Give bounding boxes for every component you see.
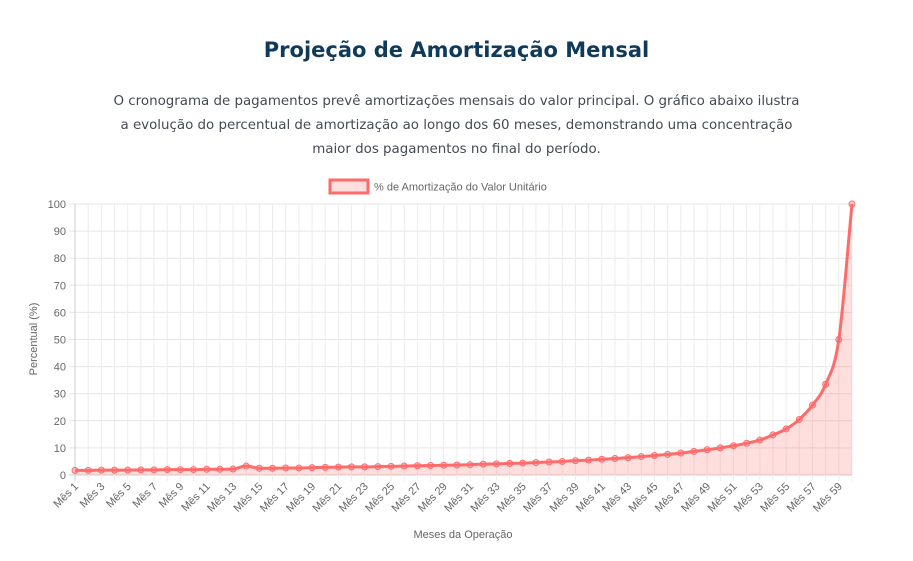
page-title: Projeção de Amortização Mensal [263,38,650,62]
data-point[interactable] [822,380,830,388]
data-point[interactable] [282,464,290,472]
y-tick-label: 50 [54,335,66,347]
data-point[interactable] [756,436,764,444]
x-tick-label: Mês 5 [104,481,134,511]
data-point[interactable] [598,455,606,463]
data-point[interactable] [295,464,303,472]
chart-points [71,200,856,474]
data-point[interactable] [479,460,487,468]
x-tick-label: Mês 1 [51,481,81,511]
y-tick-label: 100 [48,199,66,211]
data-point[interactable] [374,463,382,471]
data-point[interactable] [176,466,184,474]
legend-swatch[interactable] [328,178,370,195]
y-tick-label: 30 [54,389,66,401]
data-point[interactable] [466,461,474,469]
y-tick-label: 90 [54,226,66,238]
y-tick-label: 80 [54,253,66,265]
data-point[interactable] [835,336,843,343]
data-point[interactable] [545,458,553,466]
data-point[interactable] [137,466,145,474]
data-point[interactable] [321,463,329,471]
data-point[interactable] [84,466,92,474]
chart-grid [69,203,853,481]
data-point[interactable] [571,457,579,465]
data-point[interactable] [703,446,711,454]
y-tick-label: 40 [54,362,66,374]
data-point[interactable] [203,465,211,473]
data-point[interactable] [637,453,645,461]
data-point[interactable] [611,454,619,462]
data-point[interactable] [308,464,316,472]
y-axis-title: Percentual (%) [28,303,40,376]
data-point[interactable] [71,466,79,474]
data-point[interactable] [848,200,856,208]
data-point[interactable] [348,463,356,471]
data-point[interactable] [361,463,369,471]
x-axis-title: Meses da Operação [413,529,512,541]
data-point[interactable] [440,461,448,469]
data-point[interactable] [650,451,658,459]
legend-label: % de Amortização do Valor Unitário [374,182,547,194]
data-point[interactable] [216,465,224,473]
series-area [75,204,852,475]
x-tick-label: Mês 59 [811,481,845,515]
data-point[interactable] [558,457,566,465]
y-tick-label: 0 [60,470,66,482]
data-point[interactable] [242,462,250,470]
x-tick-label: Mês 7 [130,481,160,511]
data-point[interactable] [124,466,132,474]
data-point[interactable] [269,464,277,472]
data-point[interactable] [400,462,408,470]
y-tick-label: 60 [54,307,66,319]
x-tick-label: Mês 3 [78,481,108,511]
data-point[interactable] [150,466,158,474]
data-point[interactable] [729,442,737,450]
data-point[interactable] [334,463,342,471]
data-point[interactable] [111,466,119,474]
data-point[interactable] [97,466,105,474]
y-tick-label: 10 [54,443,66,455]
data-point[interactable] [664,450,672,458]
data-point[interactable] [519,459,527,467]
data-point[interactable] [690,447,698,455]
chart-line-layer [74,203,854,472]
data-point[interactable] [677,449,685,457]
data-point[interactable] [782,425,790,433]
data-point[interactable] [255,464,263,472]
chart-legend[interactable]: % de Amortização do Valor Unitário [328,178,547,195]
data-point[interactable] [769,431,777,439]
page-description: O cronograma de pagamentos prevê amortiz… [113,94,800,157]
y-tick-label: 70 [54,280,66,292]
data-point[interactable] [492,460,500,468]
data-point[interactable] [716,444,724,452]
chart-area-layer [75,204,852,475]
data-point[interactable] [427,462,435,470]
y-axis-ticks: 0 10 20 30 40 50 60 70 80 90 100 [48,199,66,482]
data-point[interactable] [190,466,198,474]
data-point[interactable] [795,415,803,423]
data-point[interactable] [506,459,514,467]
series-line [74,203,854,472]
data-point[interactable] [387,462,395,470]
data-point[interactable] [413,462,421,470]
data-point[interactable] [743,439,751,447]
data-point[interactable] [532,459,540,467]
y-tick-label: 20 [54,416,66,428]
data-point[interactable] [624,454,632,462]
data-point[interactable] [163,466,171,474]
data-point[interactable] [229,465,237,473]
data-point[interactable] [808,401,816,409]
data-point[interactable] [585,456,593,464]
data-point[interactable] [453,461,461,469]
